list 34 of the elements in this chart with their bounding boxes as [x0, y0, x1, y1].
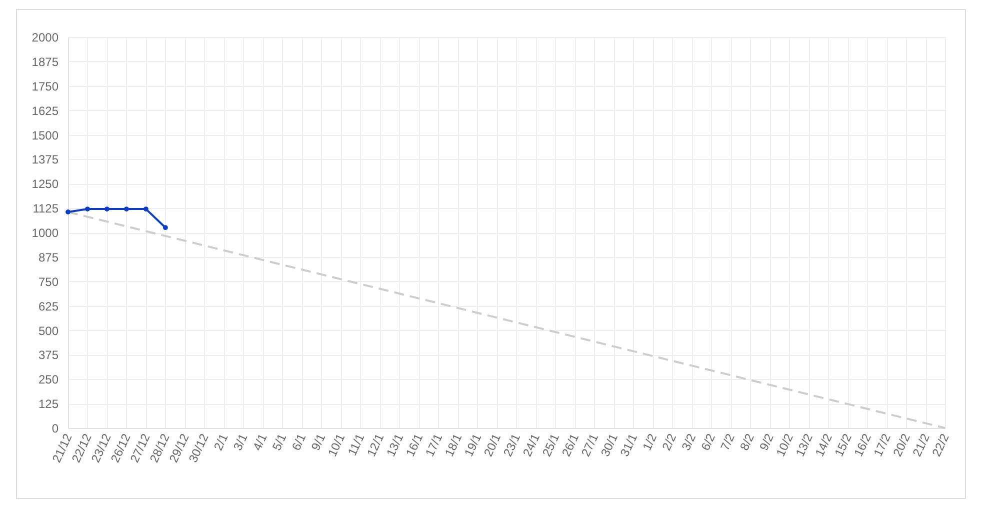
y-tick-label: 375 — [38, 348, 59, 362]
x-tick-label: 5/1 — [269, 431, 290, 453]
x-tick-label: 6/1 — [288, 431, 309, 453]
x-tick-label: 2/1 — [211, 431, 231, 453]
y-tick-label: 1000 — [32, 226, 59, 240]
y-tick-label: 1250 — [32, 177, 59, 192]
y-tick-label: 2000 — [32, 30, 59, 44]
y-tick-label: 1375 — [32, 152, 59, 167]
point — [85, 206, 90, 212]
y-tick-label: 1875 — [32, 54, 59, 69]
y-tick-label: 125 — [38, 397, 59, 412]
x-tick-label: 7/2 — [718, 431, 738, 453]
y-tick-label: 1125 — [32, 202, 59, 216]
y-tick-label: 1625 — [32, 104, 59, 118]
y-tick-label: 1750 — [32, 79, 59, 94]
y-tick-label: 625 — [38, 299, 59, 314]
point — [162, 225, 168, 230]
y-tick-label: 500 — [38, 324, 59, 338]
x-tick-label: 8/2 — [737, 431, 758, 453]
y-tick-label: 1500 — [32, 128, 59, 142]
point — [144, 206, 148, 212]
x-tick-label: 4/1 — [250, 431, 270, 453]
y-tick-label: 750 — [38, 274, 59, 289]
x-tick-label: 3/1 — [230, 431, 250, 453]
point — [104, 206, 110, 212]
x-tick-label: 6/2 — [698, 431, 718, 453]
point — [66, 210, 70, 214]
y-tick-label: 875 — [38, 250, 59, 264]
y-tick-label: 0 — [52, 422, 59, 436]
x-tick-label: 3/2 — [678, 431, 699, 453]
x-tick-label: 2/2 — [659, 431, 680, 453]
x-tick-label: 1/2 — [640, 431, 660, 453]
point — [124, 206, 129, 212]
y-tick-label: 250 — [38, 372, 59, 387]
